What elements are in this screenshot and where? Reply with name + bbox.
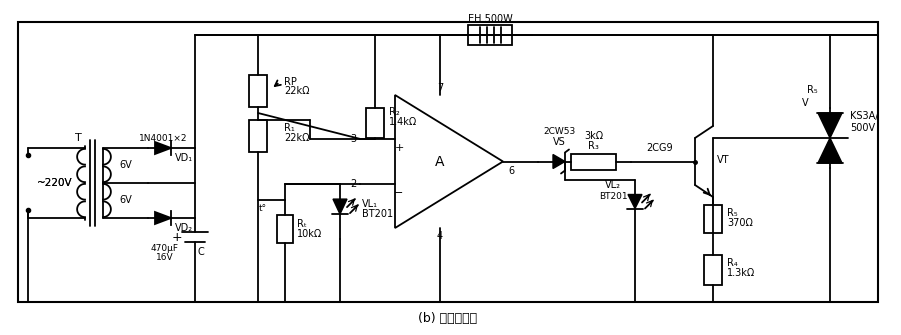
Polygon shape [818,113,842,138]
Text: V: V [802,98,808,108]
Text: 7: 7 [437,83,443,93]
Polygon shape [553,154,565,169]
Polygon shape [155,212,171,224]
Text: R₅: R₅ [806,85,817,95]
Bar [249,75,267,107]
Text: VD₁: VD₁ [175,153,193,163]
Text: R₃: R₃ [588,140,599,150]
Text: BT201: BT201 [362,209,393,219]
Text: 470μF: 470μF [151,244,179,253]
Bar [366,108,384,138]
Text: 6V: 6V [119,160,132,170]
Bar [704,255,722,285]
Bar [571,153,616,170]
Polygon shape [333,199,347,214]
Text: VD₂: VD₂ [175,223,193,233]
Text: R₅: R₅ [727,208,738,218]
Bar [704,205,722,233]
Text: RP: RP [284,77,296,87]
Text: 1N4001×2: 1N4001×2 [139,134,187,142]
Text: 16V: 16V [156,254,174,263]
Text: 1.3kΩ: 1.3kΩ [727,268,755,278]
Text: 6V: 6V [119,195,132,205]
Text: 4: 4 [437,231,443,241]
Polygon shape [155,142,171,154]
Bar [277,215,293,243]
Text: (b) 变压器降压: (b) 变压器降压 [418,312,478,325]
Text: +: + [172,230,182,244]
Text: BT201: BT201 [598,192,627,201]
Text: EH 500W: EH 500W [468,14,513,24]
Bar [249,120,267,152]
Text: 500V: 500V [850,123,875,133]
Text: R₂: R₂ [389,107,400,117]
Text: 2: 2 [350,179,356,189]
Text: Rₜ: Rₜ [297,219,307,229]
Text: 1.4kΩ: 1.4kΩ [389,117,417,127]
Text: R₁: R₁ [284,123,295,133]
Text: 370Ω: 370Ω [727,218,753,228]
Text: 6: 6 [508,165,514,176]
Bar [468,25,512,45]
Text: −: − [395,188,404,198]
Text: C: C [198,247,205,257]
Text: VT: VT [717,155,729,165]
Text: t°: t° [259,203,267,212]
Text: 2CG9: 2CG9 [647,143,673,153]
Text: A: A [435,154,445,169]
Text: 22kΩ: 22kΩ [284,133,310,143]
Polygon shape [818,138,842,163]
Text: 3: 3 [350,134,356,144]
Polygon shape [628,195,642,208]
Bar [18,22,878,302]
Text: R₄: R₄ [727,258,738,268]
Text: VL₂: VL₂ [605,180,621,190]
Text: VL₁: VL₁ [362,199,378,209]
Text: 3kΩ: 3kΩ [584,131,603,140]
Text: T: T [75,133,81,143]
Text: VS: VS [552,136,565,146]
Text: 22kΩ: 22kΩ [284,86,310,96]
Text: KS3A/: KS3A/ [850,111,878,121]
Text: 10kΩ: 10kΩ [297,229,323,239]
Text: ~220V: ~220V [37,178,73,188]
Text: 2CW53: 2CW53 [543,127,575,136]
Text: ~220V: ~220V [37,178,73,188]
Text: +: + [395,143,404,153]
